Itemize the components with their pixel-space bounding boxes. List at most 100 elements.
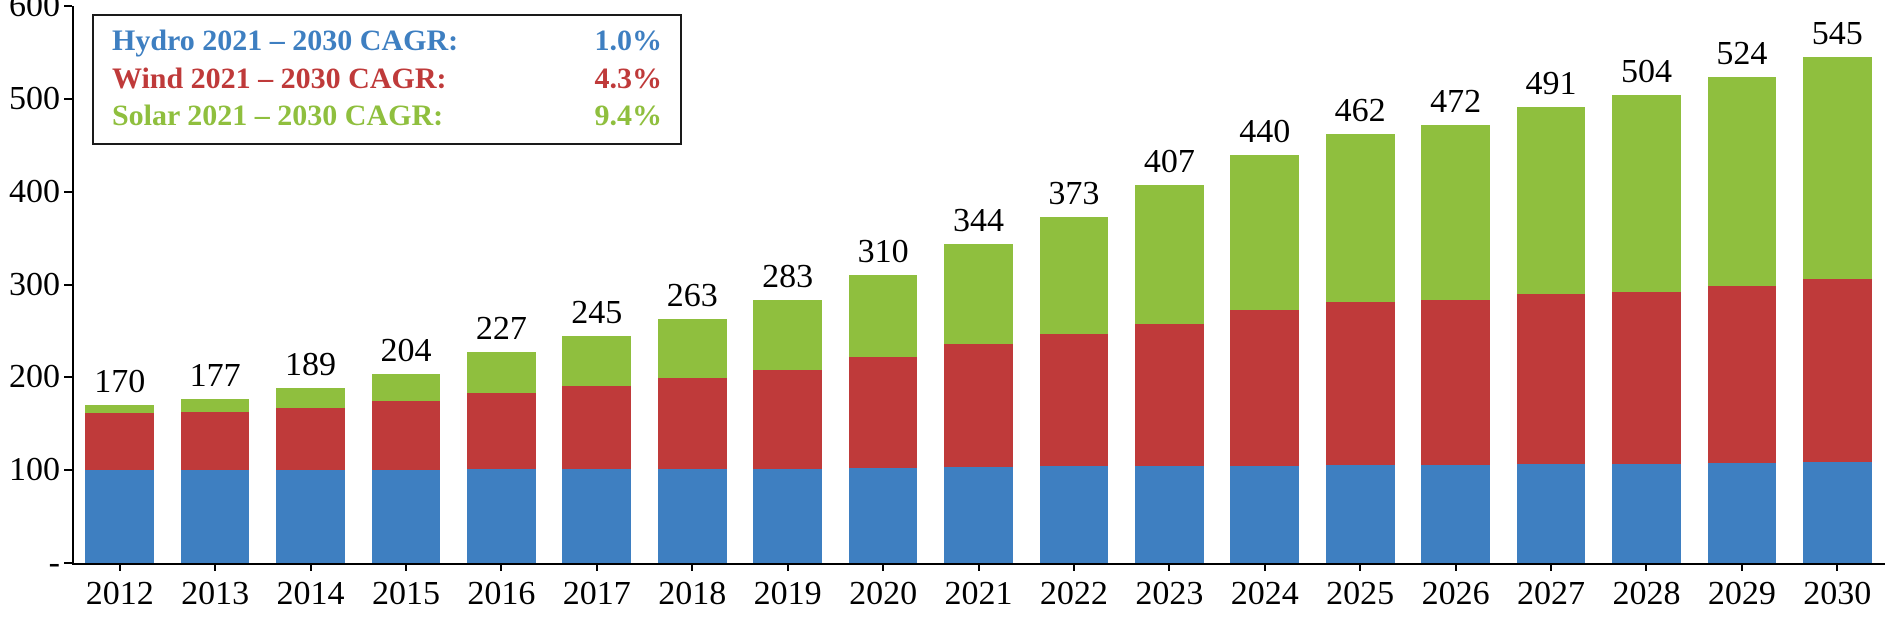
bar-total-label: 170 [94,365,145,399]
bar-group: 170 [85,405,154,563]
bar-total-label: 263 [667,279,718,313]
bar-segment-hydro [1326,465,1395,563]
x-tick-label: 2018 [645,577,740,611]
bar-segment-solar [1708,77,1777,287]
bar-total-label: 204 [380,334,431,368]
y-tick-mark [64,469,72,471]
x-tick-label: 2012 [72,577,167,611]
bar-segment-solar [1040,217,1109,334]
x-tick-mark [405,563,407,571]
bar-segment-wind [1040,334,1109,467]
bar-segment-hydro [1517,464,1586,563]
bar-segment-hydro [849,468,918,563]
renewables-stacked-bar-chart: Hydro 2021 – 2030 CAGR:1.0%Wind 2021 – 2… [0,0,1901,619]
bar-group: 204 [372,374,441,563]
x-tick-mark [978,563,980,571]
x-tick-mark [1073,563,1075,571]
bar-segment-solar [1612,95,1681,292]
bar-group: 407 [1135,185,1204,563]
bar-segment-wind [1612,292,1681,464]
legend-row-solar: Solar 2021 – 2030 CAGR:9.4% [112,97,662,135]
x-tick-label: 2029 [1694,577,1789,611]
bar-total-label: 491 [1526,67,1577,101]
bar-segment-hydro [372,470,441,563]
bar-segment-hydro [181,470,250,563]
legend-value: 1.0% [595,22,663,60]
x-tick-mark [1359,563,1361,571]
bar-segment-hydro [944,467,1013,563]
x-tick-label: 2027 [1503,577,1598,611]
x-tick-label: 2028 [1599,577,1694,611]
bar-segment-solar [753,300,822,370]
x-tick-label: 2015 [358,577,453,611]
y-tick-mark [64,376,72,378]
x-tick-mark [596,563,598,571]
x-tick-label: 2022 [1026,577,1121,611]
x-tick-mark [1836,563,1838,571]
bar-total-label: 504 [1621,55,1672,89]
bar-group: 283 [753,300,822,563]
bar-segment-wind [1230,310,1299,466]
bar-segment-solar [372,374,441,402]
x-tick-label: 2017 [549,577,644,611]
x-tick-label: 2019 [740,577,835,611]
bar-group: 545 [1803,57,1872,563]
bar-segment-solar [1421,125,1490,300]
bar-segment-solar [85,405,154,412]
bar-segment-solar [1517,107,1586,294]
y-tick-label: 100 [9,453,60,487]
bar-total-label: 245 [571,296,622,330]
x-tick-label: 2024 [1217,577,1312,611]
bar-segment-solar [944,244,1013,344]
bar-segment-solar [562,336,631,386]
x-tick-label: 2021 [931,577,1026,611]
bar-segment-wind [85,413,154,471]
bar-group: 263 [658,319,727,563]
x-tick-mark [214,563,216,571]
bar-group: 344 [944,244,1013,563]
bar-segment-wind [658,378,727,469]
x-tick-label: 2030 [1790,577,1885,611]
bar-segment-wind [1708,286,1777,462]
bar-group: 310 [849,275,918,563]
legend-value: 4.3% [595,60,663,98]
bar-group: 504 [1612,95,1681,563]
bar-segment-wind [944,344,1013,467]
bar-segment-wind [753,370,822,469]
x-tick-mark [1550,563,1552,571]
bar-segment-hydro [1421,465,1490,563]
bar-segment-hydro [85,470,154,563]
x-tick-label: 2023 [1122,577,1217,611]
bar-total-label: 407 [1144,145,1195,179]
legend-label: Solar 2021 – 2030 CAGR: [112,97,473,135]
bar-segment-solar [1135,185,1204,323]
bar-segment-hydro [1135,466,1204,563]
bar-segment-wind [849,357,918,468]
bar-segment-wind [372,401,441,470]
bar-total-label: 440 [1239,115,1290,149]
bar-segment-hydro [658,469,727,563]
x-tick-label: 2014 [263,577,358,611]
bar-segment-wind [1326,302,1395,464]
y-axis-line [72,6,74,563]
bar-segment-solar [467,352,536,393]
x-tick-mark [310,563,312,571]
bar-segment-wind [276,408,345,470]
bar-group: 177 [181,399,250,563]
bar-segment-hydro [1230,466,1299,563]
bar-segment-solar [1803,57,1872,279]
bar-segment-hydro [276,470,345,563]
bar-total-label: 227 [476,312,527,346]
bar-total-label: 310 [858,235,909,269]
x-tick-mark [500,563,502,571]
y-tick-mark [64,5,72,7]
bar-segment-wind [1517,294,1586,464]
bar-segment-solar [849,275,918,357]
bar-segment-wind [1421,300,1490,464]
bar-total-label: 373 [1048,177,1099,211]
legend-cagr-box: Hydro 2021 – 2030 CAGR:1.0%Wind 2021 – 2… [92,14,682,145]
bar-group: 491 [1517,107,1586,563]
bar-segment-wind [1803,279,1872,462]
x-tick-mark [787,563,789,571]
legend-row-wind: Wind 2021 – 2030 CAGR:4.3% [112,60,662,98]
